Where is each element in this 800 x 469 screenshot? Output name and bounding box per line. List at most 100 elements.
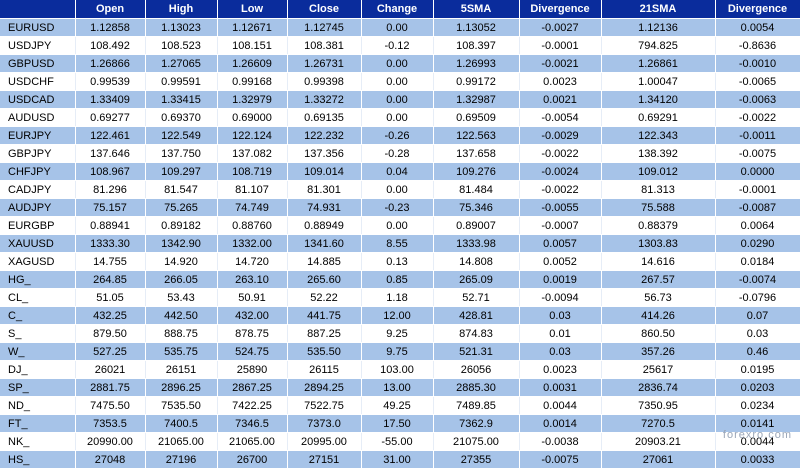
column-header-low: Low bbox=[217, 0, 288, 19]
value-cell: -0.0087 bbox=[715, 198, 800, 217]
value-cell: 109.297 bbox=[145, 162, 218, 181]
value-cell: 26151 bbox=[145, 360, 218, 379]
table-row: EURJPY 122.461 122.549 122.124 122.232 -0.26 1… bbox=[0, 126, 800, 145]
value-cell: 1342.90 bbox=[145, 234, 218, 253]
value-cell: 13.00 bbox=[361, 378, 434, 397]
column-header-divergence: Divergence bbox=[715, 0, 800, 19]
symbol-cell: XAUUSD bbox=[0, 234, 76, 253]
value-cell: 75.346 bbox=[433, 198, 520, 217]
value-cell: 0.88941 bbox=[75, 216, 146, 235]
table-row: ND_ 7475.50 7535.50 7422.25 7522.75 49.25 7489… bbox=[0, 396, 800, 415]
symbol-cell: S_ bbox=[0, 324, 76, 343]
value-cell: 0.0000 bbox=[715, 162, 800, 181]
table-row: USDCAD 1.33409 1.33415 1.32979 1.33272 0.00 1.… bbox=[0, 90, 800, 109]
value-cell: 7362.9 bbox=[433, 414, 520, 433]
value-cell: 14.755 bbox=[75, 252, 146, 271]
value-cell: -0.23 bbox=[361, 198, 434, 217]
value-cell: 0.0203 bbox=[715, 378, 800, 397]
value-cell: 1.32979 bbox=[217, 90, 288, 109]
value-cell: 0.69000 bbox=[217, 108, 288, 127]
value-cell: 138.392 bbox=[601, 144, 716, 163]
value-cell: -0.0022 bbox=[519, 144, 602, 163]
value-cell: 81.484 bbox=[433, 180, 520, 199]
value-cell: 432.00 bbox=[217, 306, 288, 325]
value-cell: 0.00 bbox=[361, 90, 434, 109]
value-cell: 1.33409 bbox=[75, 90, 146, 109]
value-cell: 17.50 bbox=[361, 414, 434, 433]
value-cell: -0.0011 bbox=[715, 126, 800, 145]
symbol-cell: ND_ bbox=[0, 396, 76, 415]
value-cell: -0.0796 bbox=[715, 288, 800, 307]
value-cell: 137.082 bbox=[217, 144, 288, 163]
value-cell: 81.296 bbox=[75, 180, 146, 199]
value-cell: 14.808 bbox=[433, 252, 520, 271]
value-cell: 0.07 bbox=[715, 306, 800, 325]
table-row: SP_ 2881.75 2896.25 2867.25 2894.25 13.00 2885… bbox=[0, 378, 800, 397]
value-cell: 14.920 bbox=[145, 252, 218, 271]
value-cell: 0.00 bbox=[361, 54, 434, 73]
symbol-cell: USDCHF bbox=[0, 72, 76, 91]
value-cell: 75.265 bbox=[145, 198, 218, 217]
value-cell: 2881.75 bbox=[75, 378, 146, 397]
value-cell: 1.00047 bbox=[601, 72, 716, 91]
value-cell: 74.931 bbox=[287, 198, 362, 217]
value-cell: 2894.25 bbox=[287, 378, 362, 397]
value-cell: -0.0001 bbox=[715, 180, 800, 199]
table-row: CL_ 51.05 53.43 50.91 52.22 1.18 52.71 -0.0094 5… bbox=[0, 288, 800, 307]
value-cell: 109.276 bbox=[433, 162, 520, 181]
value-cell: 0.85 bbox=[361, 270, 434, 289]
value-cell: 1.18 bbox=[361, 288, 434, 307]
value-cell: -0.0010 bbox=[715, 54, 800, 73]
value-cell: 794.825 bbox=[601, 36, 716, 55]
value-cell: 1.33415 bbox=[145, 90, 218, 109]
value-cell: -0.0094 bbox=[519, 288, 602, 307]
column-header-open: Open bbox=[75, 0, 146, 19]
value-cell: 25617 bbox=[601, 360, 716, 379]
value-cell: 1.12136 bbox=[601, 18, 716, 37]
value-cell: -0.0021 bbox=[519, 54, 602, 73]
column-header-change: Change bbox=[361, 0, 434, 19]
symbol-cell: AUDUSD bbox=[0, 108, 76, 127]
value-cell: 0.0044 bbox=[519, 396, 602, 415]
value-cell: 7400.5 bbox=[145, 414, 218, 433]
value-cell: 0.0031 bbox=[519, 378, 602, 397]
value-cell: 1.13023 bbox=[145, 18, 218, 37]
value-cell: 27061 bbox=[601, 450, 716, 469]
value-cell: 108.492 bbox=[75, 36, 146, 55]
value-cell: 27196 bbox=[145, 450, 218, 469]
value-cell: 81.301 bbox=[287, 180, 362, 199]
value-cell: 2896.25 bbox=[145, 378, 218, 397]
value-cell: 49.25 bbox=[361, 396, 434, 415]
column-header-high: High bbox=[145, 0, 218, 19]
value-cell: 878.75 bbox=[217, 324, 288, 343]
table-row: DJ_ 26021 26151 25890 26115 103.00 26056 0.0023… bbox=[0, 360, 800, 379]
value-cell: -55.00 bbox=[361, 432, 434, 451]
value-cell: 0.88949 bbox=[287, 216, 362, 235]
value-cell: 109.012 bbox=[601, 162, 716, 181]
value-cell: 0.04 bbox=[361, 162, 434, 181]
value-cell: 122.461 bbox=[75, 126, 146, 145]
table-row: W_ 527.25 535.75 524.75 535.50 9.75 521.31 0.03… bbox=[0, 342, 800, 361]
value-cell: -0.26 bbox=[361, 126, 434, 145]
value-cell: 81.313 bbox=[601, 180, 716, 199]
value-cell: 81.547 bbox=[145, 180, 218, 199]
value-cell: 432.25 bbox=[75, 306, 146, 325]
value-cell: -0.12 bbox=[361, 36, 434, 55]
table-row: EURGBP 0.88941 0.89182 0.88760 0.88949 0.00 0.… bbox=[0, 216, 800, 235]
value-cell: 0.0014 bbox=[519, 414, 602, 433]
value-cell: 52.71 bbox=[433, 288, 520, 307]
value-cell: 521.31 bbox=[433, 342, 520, 361]
value-cell: 442.50 bbox=[145, 306, 218, 325]
value-cell: 0.46 bbox=[715, 342, 800, 361]
value-cell: 0.0290 bbox=[715, 234, 800, 253]
value-cell: 357.26 bbox=[601, 342, 716, 361]
table-header-row: Open High Low Close Change 5SMA Divergence 21SM… bbox=[0, 0, 800, 19]
value-cell: 0.0019 bbox=[519, 270, 602, 289]
value-cell: -0.0075 bbox=[715, 144, 800, 163]
value-cell: 14.720 bbox=[217, 252, 288, 271]
table-row: AUDUSD 0.69277 0.69370 0.69000 0.69135 0.00 0.… bbox=[0, 108, 800, 127]
symbol-cell: USDJPY bbox=[0, 36, 76, 55]
table-row: CHFJPY 108.967 109.297 108.719 109.014 0.04 10… bbox=[0, 162, 800, 181]
table-row: C_ 432.25 442.50 432.00 441.75 12.00 428.81 0.0… bbox=[0, 306, 800, 325]
